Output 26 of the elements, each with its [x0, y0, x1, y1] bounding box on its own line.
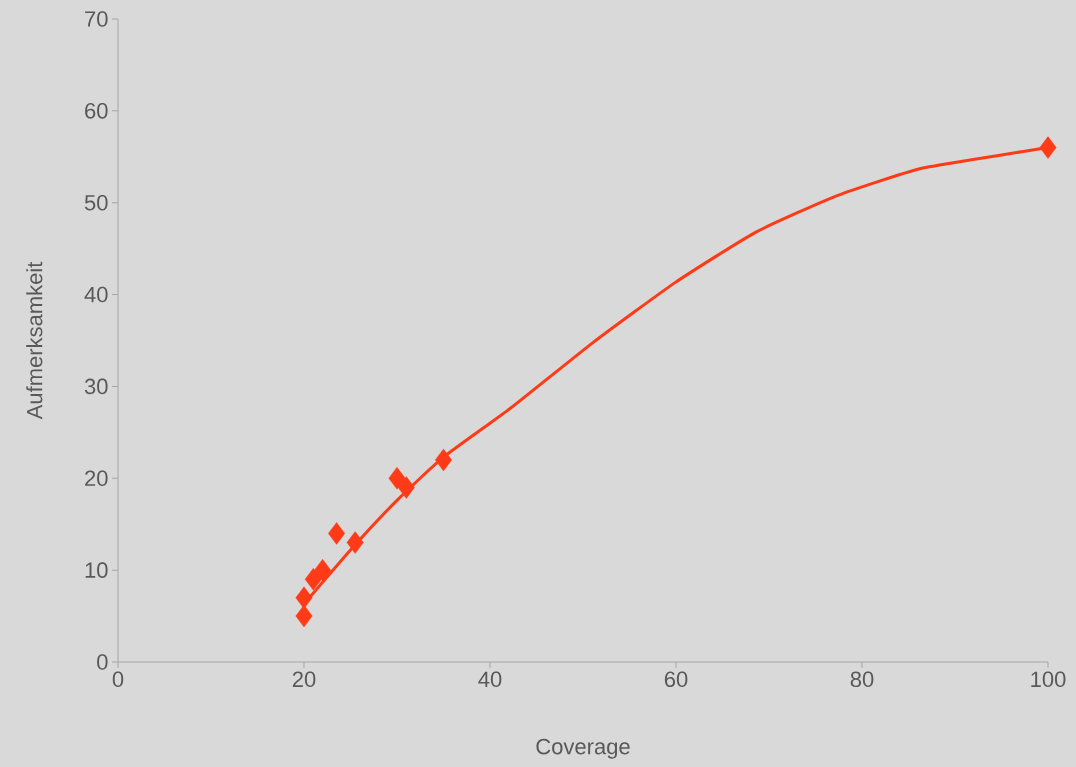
y-tick-label: 0	[97, 654, 108, 670]
x-axis-title: Coverage	[536, 738, 630, 759]
point	[328, 522, 345, 545]
point	[304, 568, 322, 591]
x-tick-label: 100	[1031, 671, 1066, 688]
point	[295, 586, 313, 609]
y-tick-label: 10	[85, 562, 108, 578]
x-tick-label: 60	[664, 671, 688, 688]
y-axis-title: Aufmerksamkeit	[26, 261, 43, 420]
y-tick-label: 70	[85, 11, 108, 27]
point	[1039, 136, 1057, 159]
y-tick-label: 30	[84, 378, 108, 395]
x-tick-label: 40	[478, 671, 502, 688]
x-tick-label: 20	[292, 671, 316, 688]
point	[295, 604, 313, 628]
x-tick-label: 0	[112, 671, 124, 688]
point	[314, 558, 332, 582]
y-tick-label: 60	[85, 103, 108, 119]
y-tick-label: 50	[84, 194, 108, 211]
x-tick-label: 80	[850, 671, 874, 688]
point	[346, 531, 364, 554]
point	[388, 467, 406, 490]
point	[397, 476, 415, 499]
y-tick-label: 20	[85, 470, 108, 487]
y-tick-label: 40	[84, 286, 108, 303]
point	[435, 448, 452, 472]
